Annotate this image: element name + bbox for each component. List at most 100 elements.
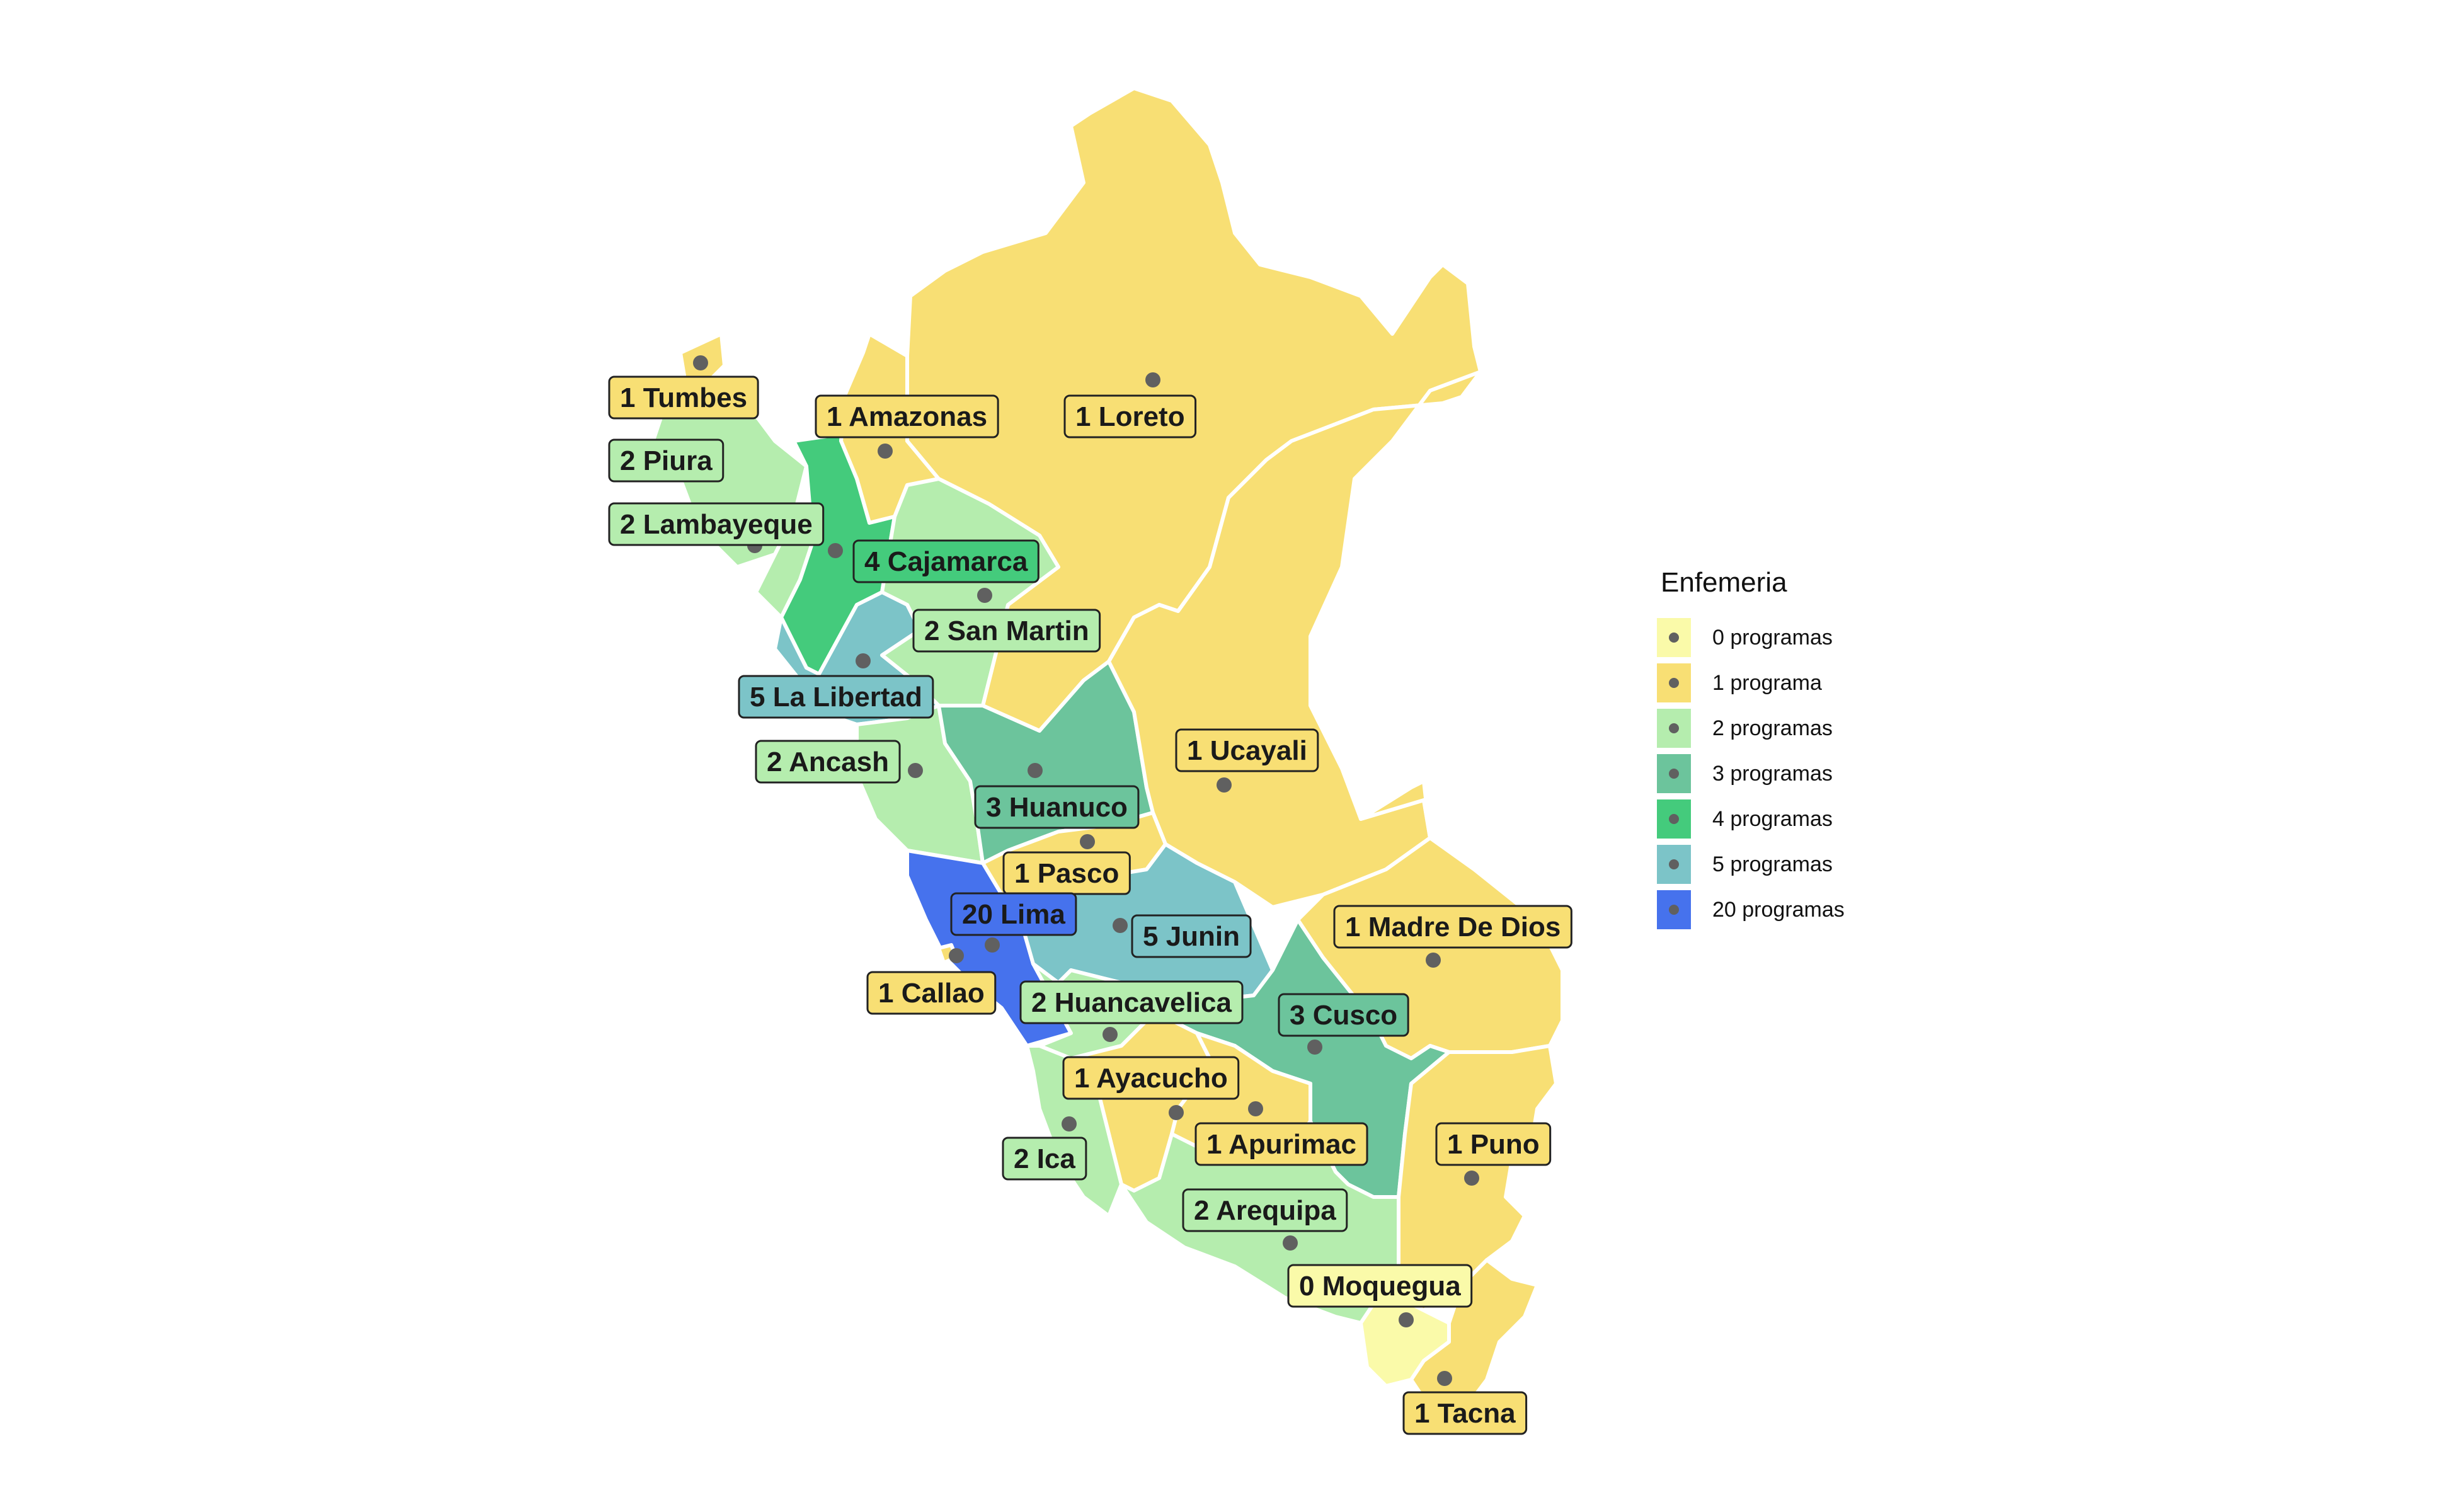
label-text-piura: 2 Piura (620, 445, 713, 476)
centroid-callao (949, 948, 964, 963)
legend-label: 1 programa (1712, 670, 1822, 695)
label-box-ica (1002, 1137, 1087, 1181)
legend-dot (1669, 905, 1679, 915)
label-lambayeque: 2 Lambayeque (608, 502, 825, 546)
legend-label: 20 programas (1712, 897, 1845, 922)
centroid-loreto (1145, 372, 1160, 387)
legend-dot (1669, 633, 1679, 643)
legend-item: 20 programas (1657, 887, 1845, 932)
label-text-tacna: 1 Tacna (1414, 1398, 1516, 1429)
centroid-madre-de-dios (1426, 953, 1441, 968)
label-tumbes: 1 Tumbes (608, 375, 759, 420)
label-tacna: 1 Tacna (1402, 1391, 1528, 1435)
label-text-ica: 2 Ica (1014, 1143, 1075, 1174)
label-box-junin (1131, 914, 1252, 958)
label-text-callao: 1 Callao (878, 978, 985, 1009)
label-box-tacna (1402, 1391, 1528, 1435)
label-text-tumbes: 1 Tumbes (620, 382, 747, 413)
label-box-loreto (1063, 394, 1197, 438)
label-box-cajamarca (852, 539, 1040, 583)
legend-item: 2 programas (1657, 706, 1845, 751)
legend-dot (1669, 769, 1679, 779)
legend-label: 0 programas (1712, 625, 1833, 650)
centroid-amazonas (878, 444, 893, 459)
centroid-puno (1464, 1171, 1479, 1186)
centroids-layer (693, 355, 1479, 1386)
legend-dot (1669, 723, 1679, 733)
label-box-la-libertad (738, 675, 934, 719)
label-apurimac: 1 Apurimac (1194, 1122, 1368, 1166)
label-box-arequipa (1182, 1188, 1348, 1232)
legend-swatch (1657, 845, 1691, 884)
label-text-ucayali: 1 Ucayali (1187, 735, 1307, 766)
label-cusco: 3 Cusco (1278, 993, 1409, 1037)
legend-label: 5 programas (1712, 852, 1833, 876)
legend-dot (1669, 859, 1679, 869)
label-text-san-martin: 2 San Martin (924, 616, 1089, 646)
centroid-huancavelica (1102, 1027, 1118, 1042)
centroid-ayacucho (1169, 1105, 1184, 1120)
region-ica (1025, 1044, 1123, 1218)
label-huancavelica: 2 Huancavelica (1019, 980, 1244, 1024)
label-box-callao (866, 971, 997, 1015)
label-box-san-martin (912, 609, 1101, 653)
label-ucayali: 1 Ucayali (1175, 728, 1319, 772)
label-box-piura (608, 438, 724, 483)
label-text-moquegua: 0 Moquegua (1299, 1271, 1461, 1302)
legend-dot (1669, 814, 1679, 824)
legend-swatch (1657, 618, 1691, 657)
legend-swatch (1657, 799, 1691, 839)
label-text-la-libertad: 5 La Libertad (750, 682, 922, 713)
centroid-tacna (1437, 1371, 1452, 1386)
label-box-ancash (755, 740, 901, 784)
centroid-lima (985, 937, 1000, 953)
label-moquegua: 0 Moquegua (1287, 1264, 1473, 1308)
label-text-cusco: 3 Cusco (1290, 1000, 1397, 1031)
legend-label: 2 programas (1712, 716, 1833, 740)
label-box-puno (1435, 1122, 1552, 1166)
label-la-libertad: 5 La Libertad (738, 675, 934, 719)
label-madre-de-dios: 1 Madre De Dios (1333, 905, 1572, 949)
label-loreto: 1 Loreto (1063, 394, 1197, 438)
legend-item: 5 programas (1657, 842, 1845, 887)
label-box-madre-de-dios (1333, 905, 1572, 949)
label-text-junin: 5 Junin (1143, 921, 1240, 952)
legend-item: 3 programas (1657, 751, 1845, 796)
label-amazonas: 1 Amazonas (815, 394, 999, 438)
label-text-cajamarca: 4 Cajamarca (864, 546, 1028, 577)
label-text-ancash: 2 Ancash (767, 747, 889, 777)
legend-item: 4 programas (1657, 796, 1845, 842)
label-box-ucayali (1175, 728, 1319, 772)
label-piura: 2 Piura (608, 438, 724, 483)
legend-label: 4 programas (1712, 806, 1833, 831)
centroid-ancash (908, 763, 923, 778)
centroid-cusco (1307, 1040, 1322, 1055)
label-arequipa: 2 Arequipa (1182, 1188, 1348, 1232)
label-text-arequipa: 2 Arequipa (1194, 1195, 1336, 1226)
label-text-loreto: 1 Loreto (1075, 401, 1185, 432)
legend-swatch (1657, 663, 1691, 702)
label-text-lima: 20 Lima (962, 899, 1065, 930)
label-pasco: 1 Pasco (1002, 851, 1131, 895)
label-text-puno: 1 Puno (1447, 1129, 1540, 1160)
centroid-pasco (1080, 834, 1095, 849)
label-callao: 1 Callao (866, 971, 997, 1015)
label-box-huanuco (974, 785, 1140, 829)
centroid-junin (1113, 918, 1128, 933)
legend-label: 3 programas (1712, 761, 1833, 786)
label-text-amazonas: 1 Amazonas (827, 401, 987, 432)
label-text-ayacucho: 1 Ayacucho (1074, 1063, 1228, 1094)
legend-swatch (1657, 890, 1691, 929)
legend-title: Enfemeria (1661, 567, 1787, 598)
legend-item: 0 programas (1657, 615, 1845, 660)
centroid-huanuco (1028, 763, 1043, 778)
centroid-arequipa (1283, 1235, 1298, 1251)
label-box-apurimac (1194, 1122, 1368, 1166)
legend-items: 0 programas 1 programa 2 programas 3 progra… (1657, 615, 1845, 932)
label-puno: 1 Puno (1435, 1122, 1552, 1166)
label-box-ayacucho (1062, 1056, 1240, 1100)
legend-swatch (1657, 709, 1691, 748)
label-text-huancavelica: 2 Huancavelica (1031, 987, 1232, 1018)
label-box-moquegua (1287, 1264, 1473, 1308)
